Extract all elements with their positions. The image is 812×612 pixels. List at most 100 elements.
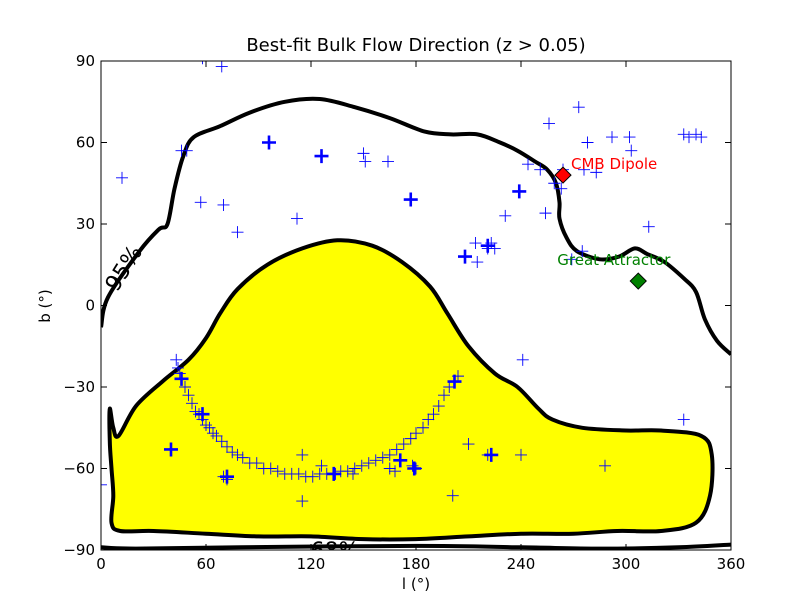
x-tick-label: 180: [402, 555, 431, 573]
data-point-cluster: [314, 149, 329, 164]
data-point: [555, 182, 568, 195]
x-axis-label: l (°): [402, 575, 430, 593]
data-point: [215, 61, 228, 73]
data-point: [471, 256, 484, 269]
data-point: [202, 61, 203, 65]
data-point: [194, 196, 207, 209]
chart-title: Best-fit Bulk Flow Direction (z > 0.05): [246, 35, 585, 56]
data-point-cluster: [407, 461, 422, 476]
data-point: [422, 413, 435, 426]
data-point: [292, 467, 305, 480]
data-point-cluster: [447, 374, 462, 389]
data-point: [296, 448, 309, 461]
data-point: [576, 245, 589, 258]
data-point: [200, 419, 212, 432]
data-point: [383, 462, 396, 475]
data-point: [382, 155, 394, 168]
data-point: [572, 101, 585, 114]
data-point: [203, 421, 216, 434]
data-point: [264, 462, 277, 475]
region-68-fill: [107, 238, 715, 542]
data-point: [182, 389, 195, 402]
data-point: [306, 470, 319, 483]
x-tick-label: 0: [96, 555, 106, 573]
marker-label-cmb-dipole: CMB Dipole: [571, 155, 657, 173]
data-point-cluster: [403, 192, 418, 207]
data-point: [390, 443, 403, 456]
data-point: [534, 163, 547, 176]
data-point: [565, 253, 578, 266]
x-tick-label: 300: [612, 555, 641, 573]
marker-label-great-attractor: Great Attractor: [557, 251, 671, 269]
data-point: [250, 457, 263, 470]
data-point: [210, 429, 223, 442]
y-tick-label: 30: [76, 215, 95, 233]
data-point: [590, 166, 603, 179]
data-point: [469, 237, 482, 250]
data-point: [215, 435, 228, 448]
data-point: [432, 400, 445, 413]
data-point-cluster: [326, 466, 341, 481]
data-point: [427, 408, 440, 421]
contour-95-bottom-line: [101, 542, 731, 550]
data-point: [578, 163, 590, 176]
data-point: [357, 147, 370, 160]
data-point: [291, 212, 303, 225]
data-point: [359, 155, 372, 168]
data-point: [231, 226, 244, 239]
x-tick-label: 360: [717, 555, 746, 573]
data-point: [180, 144, 193, 157]
data-point: [207, 427, 219, 440]
y-tick-label: 60: [76, 134, 95, 152]
data-point: [397, 438, 410, 451]
x-tick-label: 240: [507, 555, 536, 573]
data-point: [677, 413, 690, 426]
data-point: [383, 448, 396, 461]
data-point: [296, 495, 309, 508]
data-point: [515, 448, 527, 461]
data-point: [683, 131, 695, 144]
data-point-cluster: [220, 469, 234, 484]
data-point: [625, 144, 638, 157]
data-point: [389, 465, 401, 478]
marker-diamond-great-attractor: [629, 272, 647, 290]
data-point: [315, 459, 328, 472]
data-point-cluster: [195, 407, 210, 422]
data-point-cluster: [484, 447, 499, 462]
data-point: [548, 177, 561, 190]
marker-diamond-cmb-dipole: [554, 166, 572, 184]
data-point: [231, 448, 244, 461]
data-point: [217, 198, 230, 211]
data-point: [236, 451, 249, 464]
data-point: [116, 171, 128, 184]
data-point: [438, 389, 450, 402]
data-point: [446, 489, 459, 502]
data-point-cluster: [262, 135, 276, 150]
data-point: [677, 128, 690, 141]
data-point: [170, 353, 183, 366]
data-point: [642, 220, 655, 233]
data-point: [581, 136, 594, 149]
y-axis-label: b (°): [36, 289, 54, 323]
data-point-cluster: [512, 184, 527, 199]
data-point: [539, 207, 552, 220]
data-point-cluster: [174, 371, 189, 386]
data-point: [179, 381, 191, 393]
data-point: [606, 131, 618, 144]
data-point-cluster: [480, 238, 495, 253]
y-tick-label: −30: [63, 378, 95, 396]
data-point: [410, 427, 422, 440]
data-point: [417, 421, 429, 434]
data-point: [348, 462, 361, 475]
data-point: [221, 440, 233, 453]
x-tick-label: 120: [297, 555, 326, 573]
data-point: [186, 397, 198, 410]
data-point: [173, 367, 186, 380]
data-point: [499, 209, 512, 222]
data-point: [462, 438, 475, 451]
data-point: [226, 446, 239, 459]
data-point: [516, 353, 529, 366]
data-point-cluster: [164, 442, 178, 457]
data-point: [543, 117, 555, 130]
